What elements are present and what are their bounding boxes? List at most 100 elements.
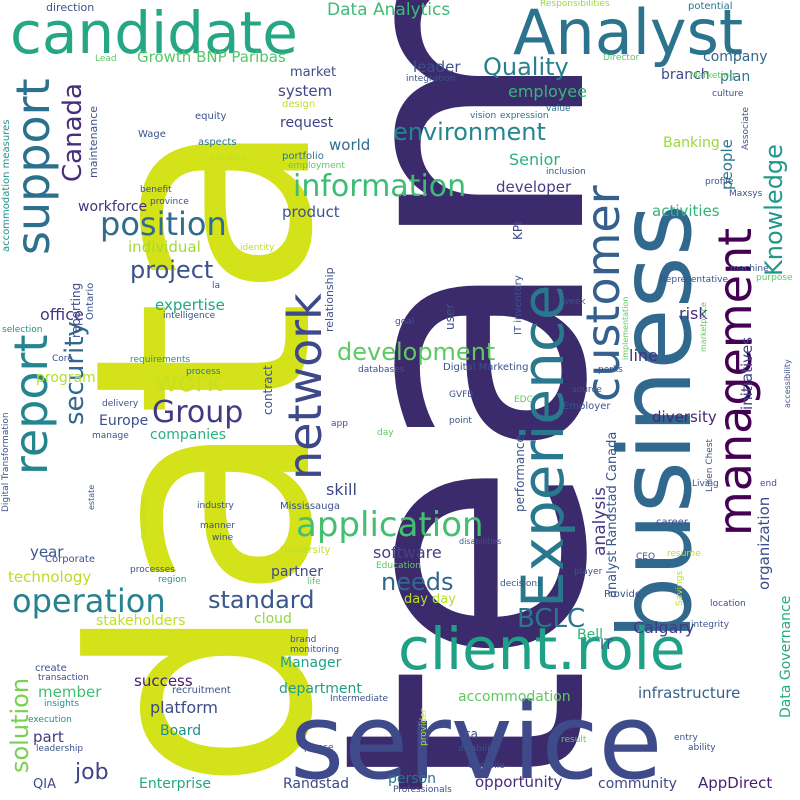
word-marketplace: marketplace xyxy=(699,302,708,352)
word-data-governance: Data Governance xyxy=(778,595,794,718)
word-ability: ability xyxy=(688,743,716,753)
word-provider: provider xyxy=(419,708,429,747)
word-culture: culture xyxy=(712,89,744,99)
word-workforce: workforce xyxy=(78,199,148,215)
word-canada: Canada xyxy=(58,83,88,182)
word-contract: contract xyxy=(261,365,275,415)
word-integration: integration xyxy=(406,74,456,84)
word-app: app xyxy=(331,419,348,429)
word-direction: direction xyxy=(46,1,95,14)
word-cloud: cloud xyxy=(254,611,292,627)
word-resume: resume xyxy=(667,549,701,559)
word-expression: expression xyxy=(500,111,549,121)
word-week: week xyxy=(562,297,586,307)
word-performance: performance xyxy=(513,435,527,512)
word-purpose: purpose xyxy=(756,273,793,283)
word-project: project xyxy=(130,256,214,284)
word-operation: operation xyxy=(12,582,166,620)
word-world: world xyxy=(329,136,371,154)
word-initiatives: initiatives xyxy=(738,336,756,410)
word-machine: machine xyxy=(730,264,769,274)
word-stakeholders: stakeholders xyxy=(96,613,186,629)
word-board: Board xyxy=(160,723,202,739)
word-savings: Savings xyxy=(675,570,685,606)
word-leadership: leadership xyxy=(36,744,84,754)
word-requirements: requirements xyxy=(130,355,191,365)
word-estate: estate xyxy=(87,484,96,510)
word-environment: environment xyxy=(393,118,546,146)
word-implementation: implementation xyxy=(621,296,630,360)
word-work: work xyxy=(155,365,223,398)
word-provide: Provide xyxy=(604,589,642,600)
word-mississauga: Mississauga xyxy=(280,501,340,512)
word-knowledge: Knowledge xyxy=(760,144,788,276)
word-application: application xyxy=(296,505,484,545)
word-product: product xyxy=(282,203,340,221)
word-year: year xyxy=(30,543,64,561)
word-kpi: KPI xyxy=(511,221,525,240)
word-goal: goal xyxy=(395,317,415,327)
word-developer: developer xyxy=(496,178,572,196)
word-community: community xyxy=(598,776,677,792)
word-department: department xyxy=(279,681,362,697)
word-wage: Wage xyxy=(138,129,166,140)
word-individual: individual xyxy=(128,238,201,256)
word-intelligence: intelligence xyxy=(163,311,216,321)
word-candidate: candidate xyxy=(10,0,298,67)
word-aspects: aspects xyxy=(198,137,237,148)
word-value: value xyxy=(546,104,571,114)
word-recruitment: recruitment xyxy=(172,685,231,696)
word-branch: branch xyxy=(661,67,710,83)
word-potential: potential xyxy=(688,1,733,12)
word-office: office xyxy=(40,305,84,324)
word-plan: plan xyxy=(720,69,751,85)
word-needs: needs xyxy=(381,568,454,596)
word-region: region xyxy=(158,575,187,585)
word-client-role: client.role xyxy=(398,615,686,683)
word-lead: Lead xyxy=(95,54,117,64)
word-portfolio: portfolio xyxy=(282,151,324,162)
word-province: province xyxy=(150,197,189,207)
word-university: University xyxy=(280,545,331,556)
word-manage: manage xyxy=(92,431,129,441)
word-digital-marketing: Digital Marketing xyxy=(443,362,529,373)
word-responsibilities: Responsibilities xyxy=(540,0,610,9)
word-skill: skill xyxy=(326,480,357,499)
word-benefit: benefit xyxy=(140,185,172,195)
word-activities: activities xyxy=(652,202,720,220)
word-data-analytics: Data Analytics xyxy=(327,0,451,20)
word-maintenance: maintenance xyxy=(87,105,100,178)
word-senior: Senior xyxy=(509,150,560,169)
word-opportunity: opportunity xyxy=(475,773,563,791)
word-randstad: Randstad xyxy=(283,776,350,792)
word-day-day: day day xyxy=(404,592,456,607)
word-representative: Representative xyxy=(660,275,729,285)
word-life: life xyxy=(307,577,321,587)
word-point: point xyxy=(449,416,472,426)
word-transaction: transaction xyxy=(38,673,89,683)
word-system: system xyxy=(278,82,333,100)
word-disability: disability xyxy=(458,744,499,754)
word-growth-bnp-paribas: Growth BNP Paribas xyxy=(137,48,286,66)
word-program: program xyxy=(36,370,96,386)
word-vision: vision xyxy=(470,111,497,121)
word-databases: databases xyxy=(358,365,405,375)
word-information: information xyxy=(293,169,467,204)
word-leader: leader xyxy=(413,58,461,76)
word-development: development xyxy=(337,338,496,366)
word-living: Living xyxy=(692,479,719,489)
word-compile: Compile xyxy=(468,761,505,771)
word-bclc: BCLC xyxy=(517,604,586,634)
word-core: Core xyxy=(52,354,73,364)
word-integrity: integrity xyxy=(691,620,730,630)
word-equity: equity xyxy=(195,111,227,122)
word-relationship: relationship xyxy=(323,267,336,332)
word-request: request xyxy=(280,115,334,131)
word-employment: employment xyxy=(288,161,345,171)
word-software: software xyxy=(373,543,442,562)
word-network: network xyxy=(278,293,332,480)
word-accommodation: accommodation xyxy=(458,689,571,705)
word-vendors: vendors xyxy=(210,153,247,163)
word-marketing: Marketing xyxy=(690,71,735,81)
word-result: result xyxy=(561,735,587,745)
